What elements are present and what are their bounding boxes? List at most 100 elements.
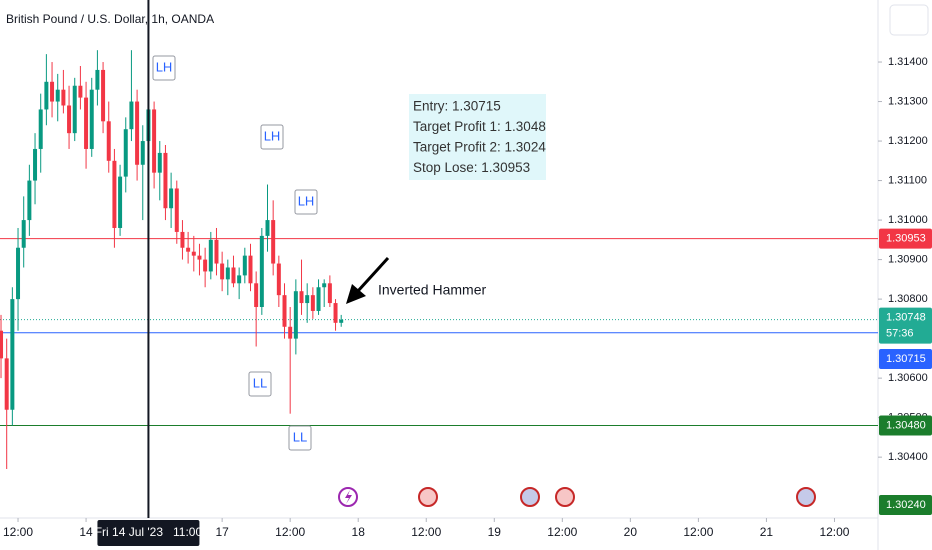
- swing-box: [294, 189, 318, 215]
- y-tick-label: 1.31400: [888, 56, 928, 68]
- lightning: [345, 490, 352, 504]
- countdown: 57:36: [886, 328, 914, 340]
- candle-body: [21, 220, 26, 248]
- candle-body: [220, 263, 225, 280]
- events: [338, 487, 816, 507]
- arrow-shaft: [356, 256, 390, 293]
- level-label-box: [879, 495, 932, 515]
- event-icon[interactable]: [418, 487, 438, 507]
- swing-box: [152, 55, 176, 81]
- settings-button[interactable]: [889, 4, 929, 36]
- candle-body: [293, 291, 298, 339]
- x-tick-label: 20: [624, 525, 638, 539]
- candle-body: [231, 267, 236, 284]
- candle-body: [61, 89, 66, 106]
- note-line: Entry: 1.30715: [413, 99, 501, 114]
- candle-body: [197, 255, 202, 260]
- candle-body: [84, 97, 89, 149]
- y-tick-label: 1.31000: [888, 214, 928, 226]
- swing-label: LH: [298, 193, 315, 208]
- candle-body: [27, 180, 32, 221]
- candle-body: [203, 259, 208, 272]
- level-label: 1.30953: [886, 233, 926, 245]
- candle-body: [322, 283, 327, 288]
- candle-body: [16, 247, 21, 300]
- candle-body: [101, 69, 106, 122]
- y-tick-label: 1.31200: [888, 135, 928, 147]
- candle-body: [225, 267, 230, 280]
- candle-body: [191, 251, 196, 256]
- candle-body: [276, 263, 281, 296]
- candle-body: [72, 85, 77, 134]
- note-box: [409, 94, 546, 180]
- x-tick-label: 14: [79, 525, 93, 539]
- candle-body: [10, 299, 15, 410]
- candle-body: [123, 129, 128, 177]
- swing-label: LH: [264, 128, 281, 143]
- candle-body: [50, 81, 55, 102]
- candle-body: [67, 105, 72, 134]
- candle-body: [208, 239, 213, 272]
- candle-body: [265, 220, 270, 236]
- level-label: 1.30240: [886, 499, 926, 511]
- swing-box: [248, 371, 272, 397]
- level-label: 1.30715: [886, 353, 926, 365]
- candle-body: [4, 358, 9, 410]
- y-tick-label: 1.30900: [888, 253, 928, 265]
- event-icon[interactable]: [555, 487, 575, 507]
- pattern-label: Inverted Hammer: [378, 282, 486, 298]
- note-line: Target Profit 2: 1.3024: [413, 140, 546, 155]
- candle-body: [242, 255, 247, 276]
- x-tick-label: 12:00: [411, 525, 441, 539]
- y-tick-label: 1.30400: [888, 451, 928, 463]
- candle-body: [152, 109, 157, 173]
- event-icon[interactable]: [520, 487, 540, 507]
- x-tick-label: 18: [352, 525, 366, 539]
- candle-body: [214, 239, 219, 264]
- x-tick-label: 17: [215, 525, 229, 539]
- candle-body: [333, 303, 338, 323]
- candle-body: [316, 287, 321, 311]
- candle-body: [180, 231, 185, 248]
- candle-body: [33, 148, 38, 181]
- candle-body: [271, 220, 276, 264]
- level-label: 1.30480: [886, 419, 926, 431]
- note-line: Stop Lose: 1.30953: [413, 160, 530, 175]
- candle-body: [106, 121, 111, 161]
- x-tick-label: 12:00: [819, 525, 849, 539]
- crosshair-label: Fri 14 Jul '23 11:00: [95, 525, 203, 539]
- candle-body: [299, 291, 304, 304]
- last-price-label: 1.30748: [886, 312, 926, 324]
- candle-body: [259, 235, 264, 308]
- level-label-box: [879, 228, 932, 249]
- x-tick-label: 12:00: [683, 525, 713, 539]
- swing-box: [288, 425, 312, 451]
- level-label-box: [879, 415, 932, 436]
- chart-title: British Pound / U.S. Dollar, 1h, OANDA: [6, 12, 214, 26]
- swing-box: [260, 124, 284, 150]
- last-price-box: [879, 307, 932, 344]
- event-icon[interactable]: [796, 487, 816, 507]
- candle-body: [135, 101, 140, 165]
- y-tick-label: 1.30600: [888, 372, 928, 384]
- x-tick-label: 19: [488, 525, 502, 539]
- candle-body: [78, 85, 83, 98]
- x-tick-label: 21: [760, 525, 774, 539]
- level-label-box: [879, 349, 932, 369]
- candle-body: [163, 152, 168, 209]
- candle-body: [44, 81, 49, 110]
- candle-body: [310, 295, 315, 311]
- candle-body: [327, 283, 332, 304]
- candle-body: [174, 188, 179, 232]
- swing-label: LL: [293, 429, 307, 444]
- candle-body: [169, 188, 174, 209]
- candle-body: [55, 89, 60, 102]
- y-tick-label: 1.31300: [888, 95, 928, 107]
- y-tick-label: 1.30800: [888, 293, 928, 305]
- candle-body: [118, 176, 123, 228]
- note-line: Target Profit 1: 1.3048: [413, 119, 546, 134]
- candle-body: [186, 247, 191, 252]
- swing-label: LL: [253, 375, 267, 390]
- candle-body: [129, 101, 134, 130]
